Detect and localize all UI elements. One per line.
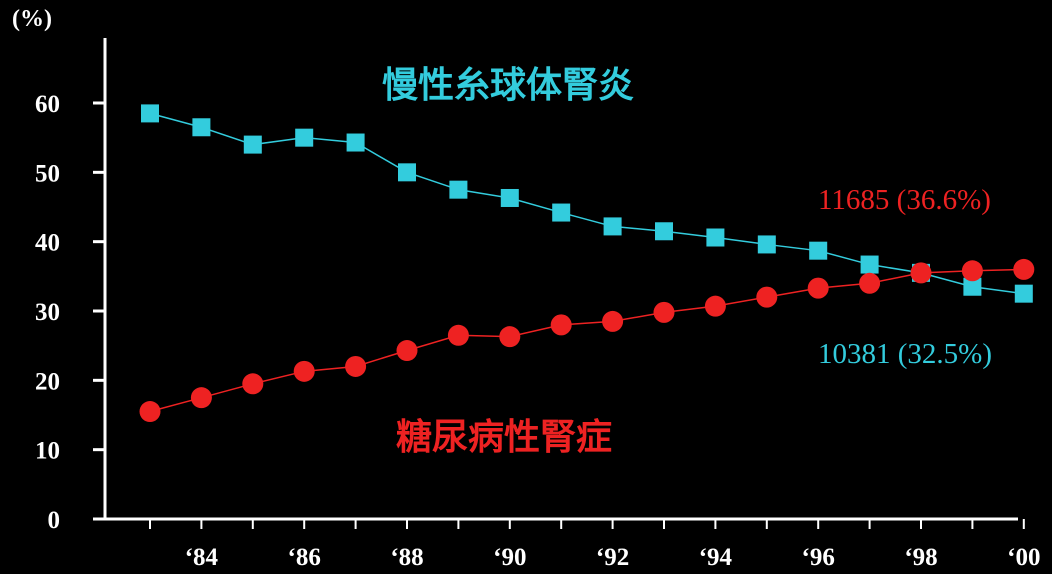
data-point-circle: [550, 314, 572, 336]
series-label-chronic-glomerulonephritis: 慢性糸球体腎炎: [382, 65, 635, 106]
data-point-square: [963, 277, 982, 296]
data-point-square: [655, 222, 673, 241]
data-point-circle: [807, 277, 829, 299]
y-tick-label: 10: [35, 438, 60, 465]
data-point-square: [192, 118, 211, 137]
x-tick-label: ‘84: [185, 544, 219, 571]
end-label-chronic-glomerulonephritis: 10381 (32.5%): [818, 338, 992, 370]
data-point-square: [1014, 284, 1033, 303]
data-point-circle: [499, 326, 521, 348]
data-point-circle: [139, 401, 161, 423]
x-tick-label: ‘94: [699, 544, 733, 571]
x-tick-label: ‘96: [802, 544, 835, 571]
data-point-square: [243, 135, 262, 154]
data-point-square: [757, 235, 776, 254]
x-tick-label: ‘90: [493, 544, 526, 571]
data-point-square: [603, 217, 622, 236]
data-point-circle: [653, 301, 675, 323]
x-tick-label: ‘00: [1007, 544, 1040, 571]
data-point-circle: [961, 260, 983, 282]
data-point-circle: [602, 310, 624, 332]
y-tick-label: 40: [35, 230, 60, 257]
series-label-diabetic-nephropathy: 糖尿病性腎症: [396, 417, 613, 458]
data-point-square: [809, 241, 828, 260]
data-point-square: [860, 255, 879, 274]
data-point-circle: [345, 355, 367, 377]
data-point-circle: [756, 286, 778, 308]
data-point-square: [141, 104, 159, 123]
data-point-circle: [1013, 258, 1035, 280]
data-point-square: [346, 133, 365, 152]
x-tick-label: ‘98: [904, 544, 937, 571]
y-tick-label: 20: [35, 368, 60, 395]
x-tick-label: ‘88: [390, 544, 423, 571]
data-point-square: [706, 228, 725, 247]
data-point-circle: [447, 324, 469, 346]
y-tick-label: 60: [35, 91, 60, 118]
data-point-circle: [859, 272, 881, 294]
data-point-square: [552, 203, 571, 222]
x-tick-label: ‘92: [596, 544, 629, 571]
data-point-square: [500, 188, 519, 207]
data-point-circle: [293, 360, 315, 382]
data-point-circle: [190, 387, 212, 409]
y-tick-label: 30: [35, 299, 60, 326]
y-tick-label: 0: [48, 507, 61, 534]
data-point-circle: [910, 262, 932, 284]
data-point-square: [398, 163, 416, 182]
data-point-circle: [242, 373, 264, 395]
data-point-circle: [396, 340, 418, 362]
y-tick-label: 50: [35, 160, 60, 187]
x-tick-label: ‘86: [288, 544, 321, 571]
data-point-circle: [704, 295, 726, 317]
data-point-square: [449, 180, 468, 199]
end-label-diabetic-nephropathy: 11685 (36.6%): [818, 184, 991, 216]
y-axis-unit-label: (%): [12, 6, 52, 32]
data-point-square: [295, 128, 314, 147]
